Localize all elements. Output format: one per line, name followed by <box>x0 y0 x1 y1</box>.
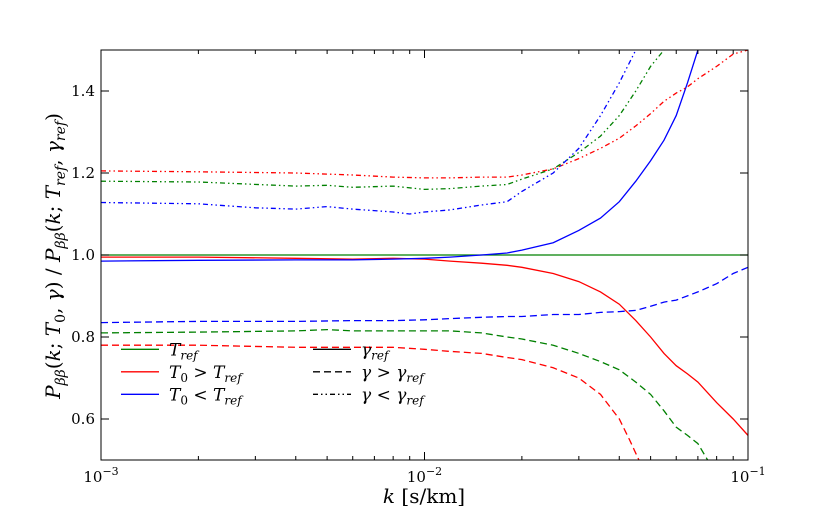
legend-label-ref: γ > γref <box>361 363 426 385</box>
series-t0-tref-gamma-ref <box>101 256 748 436</box>
series-tref-gamma-ref <box>101 50 665 191</box>
series-t0-tref-gamma-ref <box>101 50 748 179</box>
series-tref-gamma-ref <box>101 328 709 460</box>
legend-label-tref: Tref <box>169 340 200 362</box>
legend-label-ref: γ < γref <box>361 385 426 407</box>
y-tick-label: 0.6 <box>71 410 95 428</box>
x-tick-label: 10−1 <box>730 465 765 486</box>
y-axis-title: Pββ(k; T0, γ) / Pββ(k; Tref, γref) <box>41 113 69 400</box>
y-tick-label: 1.4 <box>71 82 95 100</box>
y-tick-label: 1.2 <box>71 164 95 182</box>
series-t0-tref-gamma-ref <box>101 266 748 324</box>
legend-label-ref: γref <box>361 340 391 362</box>
series-t0-tref-gamma-ref <box>101 344 640 460</box>
y-tick-label: 0.8 <box>71 328 95 346</box>
x-tick-label: 10−3 <box>83 465 118 486</box>
legend-label-t0-tref: T0 < Tref <box>169 385 244 407</box>
curves <box>101 50 748 460</box>
y-tick-label: 1.0 <box>71 246 95 264</box>
legend-label-t0-tref: T0 > Tref <box>169 363 244 385</box>
series-t0-tref-gamma-ref <box>101 50 699 262</box>
x-axis-title: k [s/km] <box>383 484 465 508</box>
ticks: 10−3 10−2 10−1 0.6 0.8 1.0 1.2 1.4 <box>71 50 766 486</box>
x-tick-label: 10−2 <box>407 465 442 486</box>
series-t0-tref-gamma-ref <box>101 50 637 215</box>
